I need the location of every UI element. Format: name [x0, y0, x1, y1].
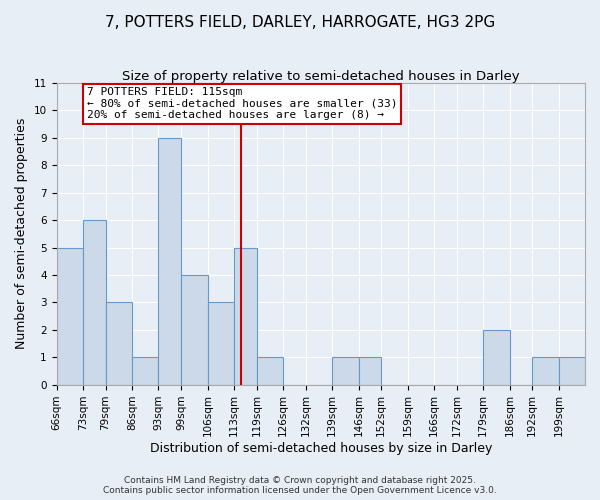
Text: Contains HM Land Registry data © Crown copyright and database right 2025.
Contai: Contains HM Land Registry data © Crown c…: [103, 476, 497, 495]
Bar: [208, 302, 234, 384]
Text: 7 POTTERS FIELD: 115sqm
← 80% of semi-detached houses are smaller (33)
20% of se: 7 POTTERS FIELD: 115sqm ← 80% of semi-de…: [87, 87, 397, 120]
Bar: [56, 248, 83, 384]
Bar: [332, 357, 359, 384]
Bar: [132, 357, 158, 384]
Bar: [559, 357, 585, 384]
Bar: [234, 248, 257, 384]
Title: Size of property relative to semi-detached houses in Darley: Size of property relative to semi-detach…: [122, 70, 520, 83]
Text: 7, POTTERS FIELD, DARLEY, HARROGATE, HG3 2PG: 7, POTTERS FIELD, DARLEY, HARROGATE, HG3…: [105, 15, 495, 30]
Bar: [532, 357, 559, 384]
Bar: [483, 330, 509, 384]
Y-axis label: Number of semi-detached properties: Number of semi-detached properties: [15, 118, 28, 350]
Bar: [181, 275, 208, 384]
Bar: [106, 302, 132, 384]
Bar: [359, 357, 381, 384]
Bar: [257, 357, 283, 384]
X-axis label: Distribution of semi-detached houses by size in Darley: Distribution of semi-detached houses by …: [149, 442, 492, 455]
Bar: [158, 138, 181, 384]
Bar: [83, 220, 106, 384]
